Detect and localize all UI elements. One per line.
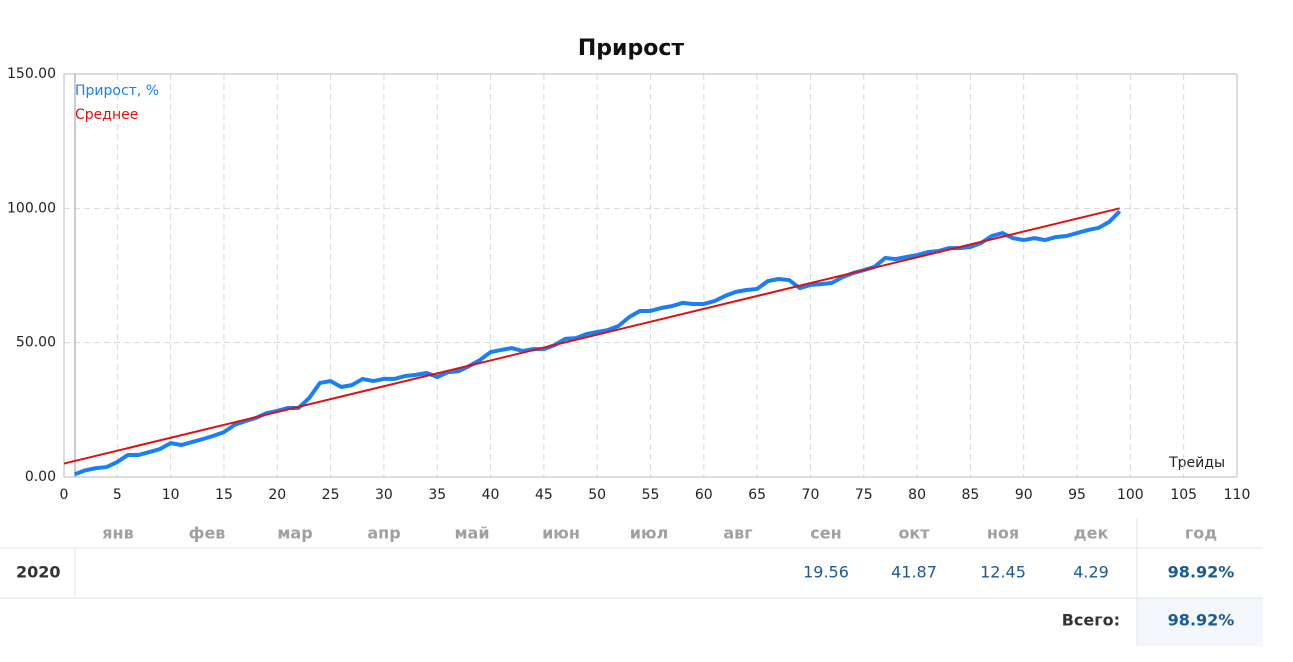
plot-frame xyxy=(63,73,1238,478)
month-header: фев xyxy=(189,524,226,543)
x-tick-label: 45 xyxy=(535,487,553,503)
x-tick-label: 95 xyxy=(1068,487,1086,503)
month-value: 4.29 xyxy=(1073,563,1109,582)
month-header: июл xyxy=(630,524,668,543)
total-value: 98.92% xyxy=(1168,611,1235,630)
month-header: авг xyxy=(723,524,752,543)
month-header: янв xyxy=(102,524,133,543)
month-header: июн xyxy=(542,524,580,543)
x-tick-label: 55 xyxy=(642,487,660,503)
x-tick-label: 0 xyxy=(60,487,69,503)
month-header: дек xyxy=(1074,524,1109,543)
x-tick-label: 75 xyxy=(855,487,873,503)
x-tick-label: 20 xyxy=(268,487,286,503)
x-tick-label: 10 xyxy=(162,487,180,503)
y-tick-label: 150.00 xyxy=(7,66,56,82)
y-tick-label: 50.00 xyxy=(16,335,56,351)
x-tick-label: 40 xyxy=(482,487,500,503)
series-line xyxy=(73,209,1122,477)
month-header: ноя xyxy=(987,524,1019,543)
month-value: 41.87 xyxy=(891,563,937,582)
month-header: сен xyxy=(810,524,841,543)
x-tick-label: 100 xyxy=(1117,487,1144,503)
legend-entry: Среднее xyxy=(75,107,138,123)
x-tick-label: 50 xyxy=(588,487,606,503)
x-tick-label: 85 xyxy=(961,487,979,503)
x-tick-label: 110 xyxy=(1224,487,1251,503)
total-cell-bg xyxy=(1137,598,1263,646)
x-tick-label: 25 xyxy=(322,487,340,503)
x-tick-label: 80 xyxy=(908,487,926,503)
x-tick-label: 90 xyxy=(1015,487,1033,503)
month-header: год xyxy=(1185,524,1217,543)
month-value: 19.56 xyxy=(803,563,849,582)
x-tick-label: 65 xyxy=(748,487,766,503)
month-header: май xyxy=(454,524,489,543)
month-header: окт xyxy=(898,524,930,543)
total-label: Всего: xyxy=(1062,611,1120,630)
y-tick-label: 0.00 xyxy=(25,469,56,485)
chart-title: Прирост xyxy=(578,36,684,61)
month-value: 12.45 xyxy=(980,563,1026,582)
month-header: апр xyxy=(367,524,400,543)
x-tick-label: 35 xyxy=(428,487,446,503)
x-axis-label: Трейды xyxy=(1168,455,1225,471)
x-tick-label: 105 xyxy=(1170,487,1197,503)
legend-entry: Прирост, % xyxy=(75,83,159,99)
month-header: мар xyxy=(277,524,312,543)
x-tick-label: 60 xyxy=(695,487,713,503)
series-line xyxy=(63,207,1120,465)
x-tick-label: 70 xyxy=(802,487,820,503)
year-label: 2020 xyxy=(16,563,61,582)
month-value: 98.92% xyxy=(1168,563,1235,582)
x-tick-label: 15 xyxy=(215,487,233,503)
x-tick-label: 30 xyxy=(375,487,393,503)
x-tick-label: 5 xyxy=(113,487,122,503)
y-tick-label: 100.00 xyxy=(7,200,56,216)
